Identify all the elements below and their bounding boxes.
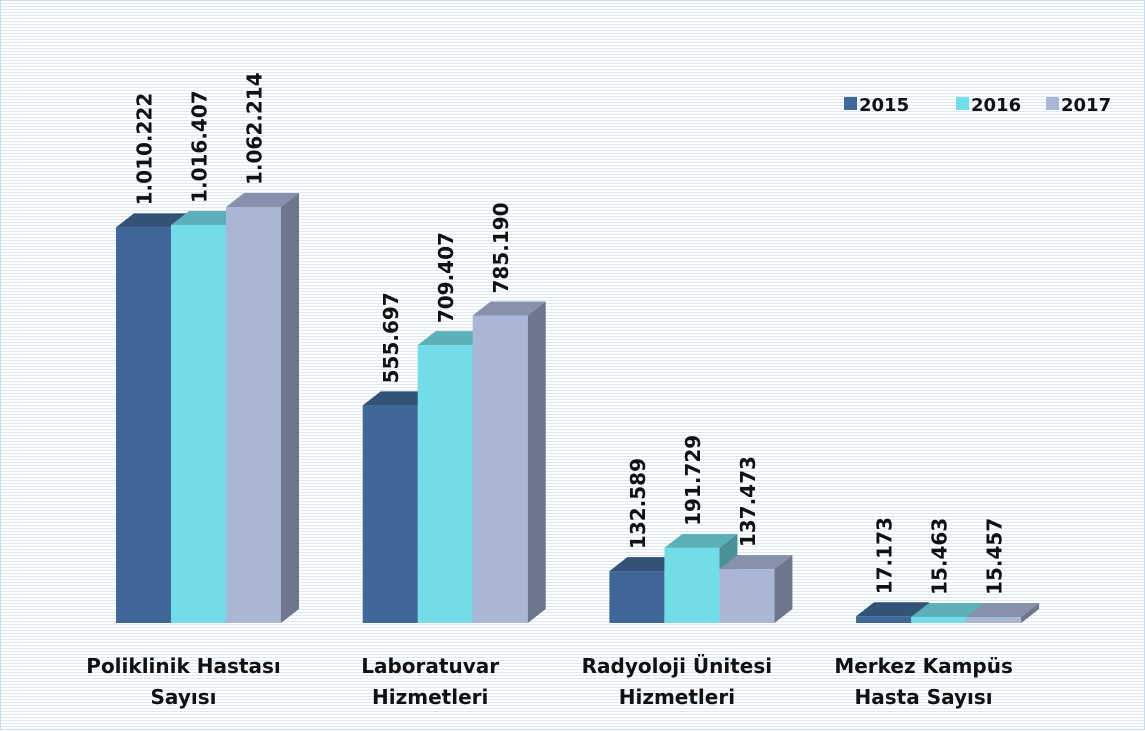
bar-top	[609, 557, 683, 572]
bar-side-shade	[527, 301, 546, 623]
bar-top	[719, 555, 793, 570]
bar-top	[362, 391, 436, 406]
value-label: 191.729	[681, 435, 705, 526]
legend-label: 2015	[859, 95, 909, 116]
bar	[171, 224, 226, 623]
bar	[719, 569, 775, 623]
bar-top-shade	[856, 602, 930, 617]
value-label: 132.589	[626, 458, 650, 549]
bar	[609, 571, 665, 623]
value-label: 555.697	[379, 292, 403, 383]
bar-top-shade	[362, 391, 436, 406]
value-label: 17.173	[873, 517, 897, 594]
bar-top-shade	[664, 533, 738, 548]
bar	[966, 616, 1022, 623]
legend-label: 2017	[1061, 95, 1111, 116]
bar-side	[774, 555, 793, 623]
x-tick-label: Merkez Kampüs Hasta Sayısı	[834, 654, 1013, 709]
bar	[362, 405, 418, 623]
bar-top	[171, 210, 244, 225]
bar-top	[966, 602, 1040, 617]
bar-top-shade	[719, 555, 793, 570]
legend-swatch	[844, 97, 857, 110]
bar	[664, 547, 720, 623]
value-label: 709.407	[434, 232, 458, 323]
bar-top-shade	[911, 602, 985, 617]
bar-side	[1021, 602, 1040, 623]
bar-top-shade	[171, 210, 244, 225]
bar	[856, 616, 912, 623]
legend-label: 2016	[971, 95, 1021, 116]
bar-top-shade	[116, 213, 189, 228]
bar	[116, 227, 171, 623]
bar-top	[472, 301, 546, 316]
bar	[226, 207, 281, 623]
bar	[472, 315, 528, 623]
bar-top	[856, 602, 930, 617]
value-label: 1.016.407	[188, 90, 212, 203]
legend-swatch	[1046, 97, 1059, 110]
bar-top-shade	[417, 331, 491, 346]
value-label: 15.457	[983, 518, 1007, 595]
bar-top-shade	[609, 557, 683, 572]
bar-side-shade	[1021, 602, 1040, 623]
x-tick-label: Poliklinik Hastası Sayısı	[86, 654, 281, 709]
bar-top-shade	[226, 193, 299, 207]
value-label: 1.062.214	[243, 72, 267, 185]
x-tick-label: Laboratuvar Hizmetleri	[361, 654, 500, 709]
bar-side-shade	[774, 555, 793, 623]
value-label: 785.190	[489, 202, 513, 293]
bar	[417, 345, 473, 623]
bar-top	[116, 213, 189, 228]
bar-top	[417, 331, 491, 346]
bar-top-shade	[472, 301, 546, 316]
legend-swatch	[956, 97, 969, 110]
bar-top	[226, 193, 299, 207]
bar-top	[911, 602, 985, 617]
x-tick-label: Radyoloji Ünitesi Hizmetleri	[581, 654, 773, 709]
bar-top	[664, 533, 738, 548]
bar-top-shade	[966, 602, 1040, 617]
value-label: 137.473	[736, 456, 760, 547]
bar-side	[527, 301, 546, 623]
bar-side-shade	[281, 193, 299, 623]
bar-side	[281, 193, 299, 623]
value-label: 1.010.222	[133, 93, 157, 206]
value-label: 15.463	[928, 518, 952, 595]
bar	[911, 616, 967, 623]
